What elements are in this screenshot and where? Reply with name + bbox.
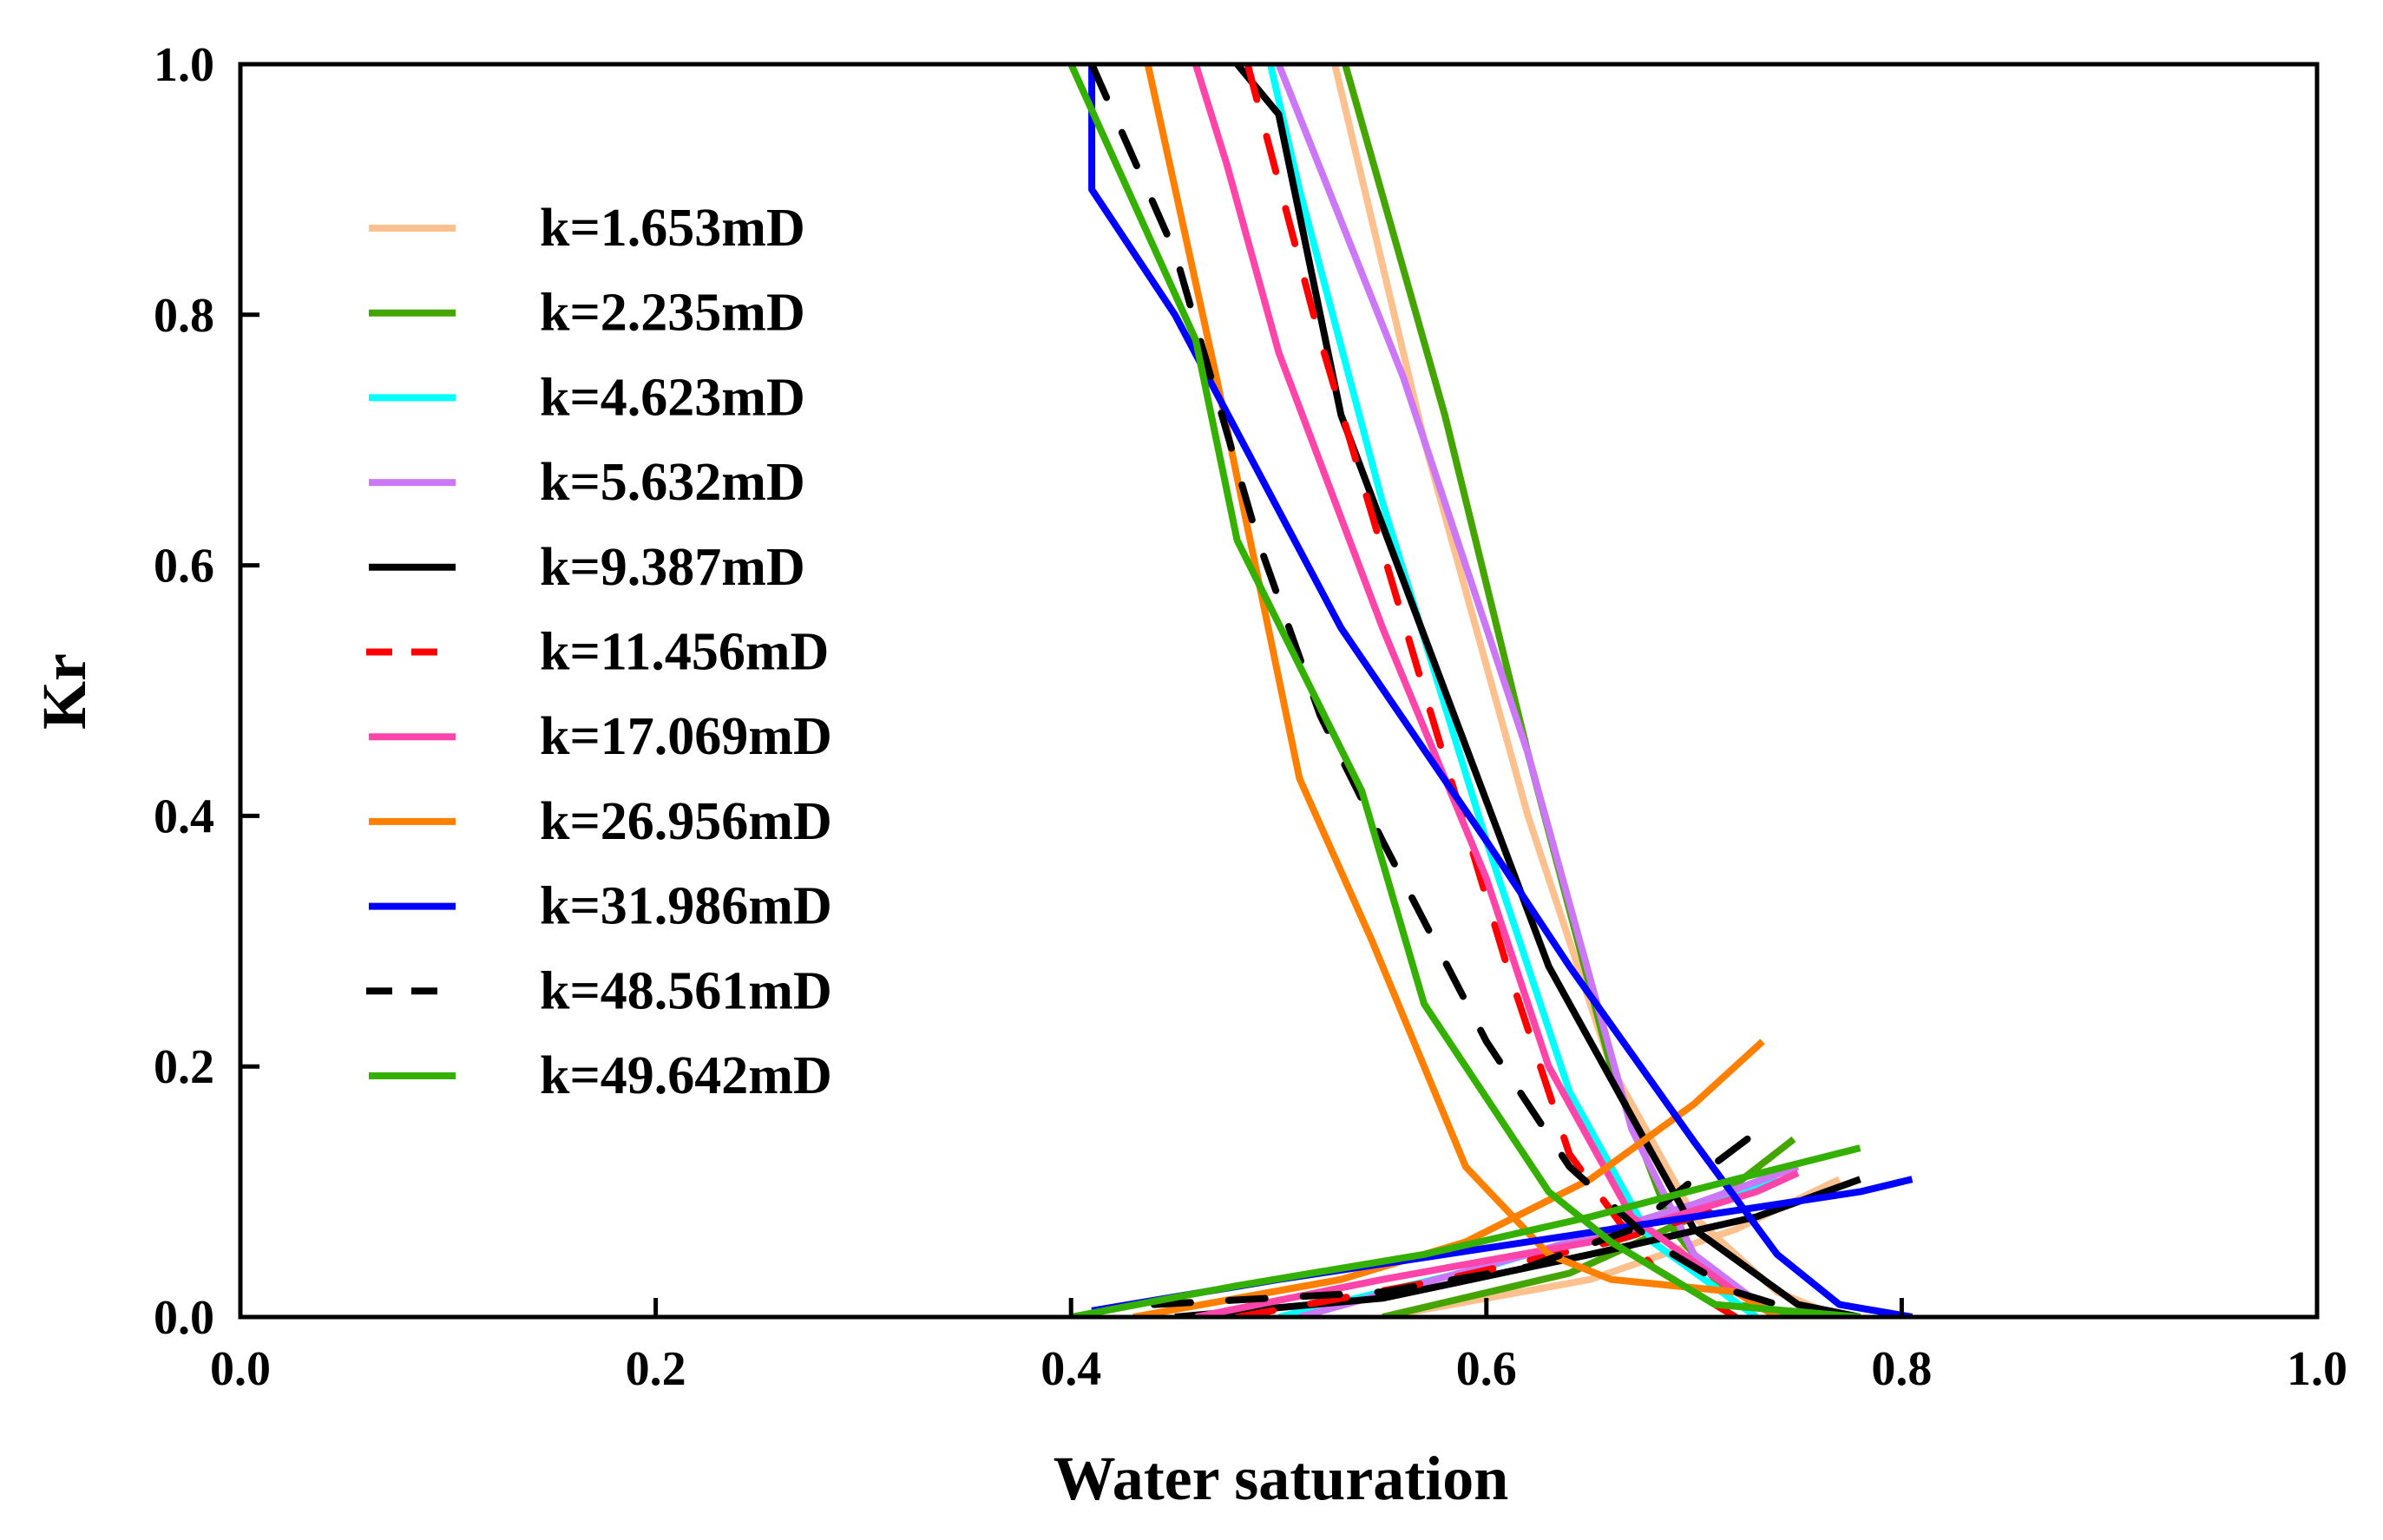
legend-label: k=17.069mD — [540, 707, 832, 766]
krw-curve — [1132, 1039, 1765, 1317]
legend-label: k=9.387mD — [540, 538, 805, 597]
x-tick-label: 0.2 — [626, 1342, 686, 1396]
kro-curve — [1088, 64, 1914, 1317]
kro-curve — [1144, 64, 1779, 1317]
legend-label: k=31.986mD — [540, 877, 832, 936]
legend-label: k=49.642mD — [540, 1046, 832, 1105]
series-layer — [1067, 64, 1914, 1317]
y-tick-label: 0.6 — [154, 540, 214, 593]
legend-label: k=4.623mD — [540, 368, 805, 427]
y-tick-label: 0.0 — [154, 1291, 214, 1345]
x-tick-label: 0.6 — [1456, 1342, 1517, 1396]
y-axis-label: Kr — [30, 653, 99, 730]
legend-label: k=48.561mD — [540, 961, 832, 1020]
legend-label: k=11.456mD — [540, 623, 829, 682]
kro-curve — [1067, 64, 1861, 1317]
series-k=31.986mD — [1088, 64, 1914, 1317]
y-tick-label: 0.4 — [154, 790, 214, 843]
x-tick-label: 1.0 — [2287, 1342, 2347, 1396]
legend-label: k=26.956mD — [540, 792, 832, 851]
series-k=49.642mD — [1067, 64, 1861, 1317]
x-tick-label: 0.0 — [210, 1342, 271, 1396]
y-tick-label: 0.8 — [154, 289, 214, 343]
series-k=9.387mD — [1174, 64, 1861, 1317]
plot-frame — [238, 62, 2320, 1320]
series-k=5.632mD — [1275, 64, 1800, 1317]
y-tick-label: 0.2 — [154, 1040, 214, 1094]
legend: k=1.653mD k=2.235mD k=4.623mD k=5.632mD k=9.… — [366, 199, 832, 1105]
kro-curve — [1088, 64, 1822, 1317]
axis-ticks: 0.0 0.2 0.4 0.6 0.8 1.0 0.0 0.2 0.4 0.6 0.8 1.0 — [154, 38, 2347, 1396]
legend-label: k=1.653mD — [540, 199, 805, 258]
kro-curve — [1275, 64, 1780, 1317]
legend-label: k=5.632mD — [540, 453, 805, 512]
x-tick-label: 0.8 — [1871, 1342, 1932, 1396]
x-axis-label: Water saturation — [1054, 1444, 1509, 1513]
series-k=26.956mD — [1132, 64, 1779, 1317]
y-tick-label: 1.0 — [154, 38, 214, 92]
krw-curve — [1070, 1144, 1861, 1317]
x-tick-label: 0.4 — [1041, 1342, 1101, 1396]
kro-curve — [1234, 64, 1861, 1317]
kro-curve — [1192, 64, 1779, 1317]
legend-label: k=2.235mD — [540, 284, 805, 343]
series-k=48.561mD — [1088, 64, 1822, 1317]
series-k=4.623mD — [1267, 64, 1778, 1317]
